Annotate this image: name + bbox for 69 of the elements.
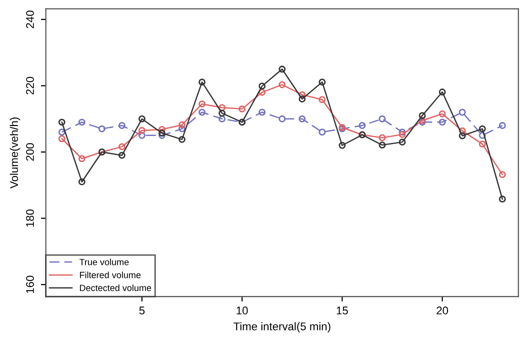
point <box>378 142 386 149</box>
x-tick-label: 15 <box>336 306 348 314</box>
point <box>178 136 186 143</box>
point <box>258 88 266 96</box>
point <box>198 100 206 108</box>
point <box>138 115 146 122</box>
point <box>438 88 446 96</box>
point <box>418 112 426 120</box>
point <box>318 96 326 104</box>
point <box>258 82 266 90</box>
point <box>498 122 506 129</box>
point <box>138 132 146 139</box>
point <box>378 134 386 142</box>
point <box>478 132 486 139</box>
y-tick-label: 160 <box>26 276 34 294</box>
point <box>318 128 326 136</box>
point <box>58 135 66 142</box>
y-tick-label: 240 <box>26 10 34 28</box>
point <box>178 121 186 128</box>
point <box>218 110 226 117</box>
y-tick-label: 180 <box>26 209 34 227</box>
point <box>498 196 506 203</box>
point <box>78 155 86 162</box>
point <box>478 140 486 148</box>
point <box>358 122 366 129</box>
point <box>98 125 106 132</box>
point <box>458 127 466 134</box>
point <box>238 105 246 112</box>
y-tick-label: 200 <box>26 143 34 161</box>
point <box>278 115 286 122</box>
point <box>138 126 146 134</box>
legend-label: Dectected volume <box>80 284 152 292</box>
point <box>278 66 286 73</box>
point <box>438 110 446 118</box>
point <box>318 78 326 86</box>
point <box>458 132 466 140</box>
point <box>158 126 166 133</box>
point <box>458 108 466 116</box>
point <box>198 78 206 86</box>
point <box>278 81 286 88</box>
point <box>398 138 406 146</box>
x-tick-label: 5 <box>139 306 145 314</box>
legend-label: Filtered volume <box>80 272 141 278</box>
point <box>298 91 306 98</box>
y-tick-label: 220 <box>26 76 34 94</box>
point <box>498 171 506 178</box>
point <box>438 118 446 126</box>
point <box>58 118 66 126</box>
point <box>338 142 346 149</box>
point <box>298 96 306 102</box>
point <box>58 128 66 136</box>
point <box>178 125 186 132</box>
point <box>258 108 266 116</box>
point <box>378 115 386 122</box>
point <box>118 143 126 150</box>
point <box>118 152 126 159</box>
point <box>78 118 86 126</box>
x-tick-label: 20 <box>436 306 448 314</box>
point <box>298 115 306 122</box>
point <box>478 125 486 132</box>
point <box>218 115 226 122</box>
x-axis-title: Time interval(5 min) <box>234 322 330 333</box>
point <box>218 104 226 112</box>
legend-label: True volume <box>79 258 129 266</box>
y-axis-title: Volume(veh/h) <box>10 118 20 188</box>
point <box>78 178 86 186</box>
x-tick-label: 10 <box>236 306 248 314</box>
point <box>118 122 126 129</box>
point <box>198 108 206 116</box>
